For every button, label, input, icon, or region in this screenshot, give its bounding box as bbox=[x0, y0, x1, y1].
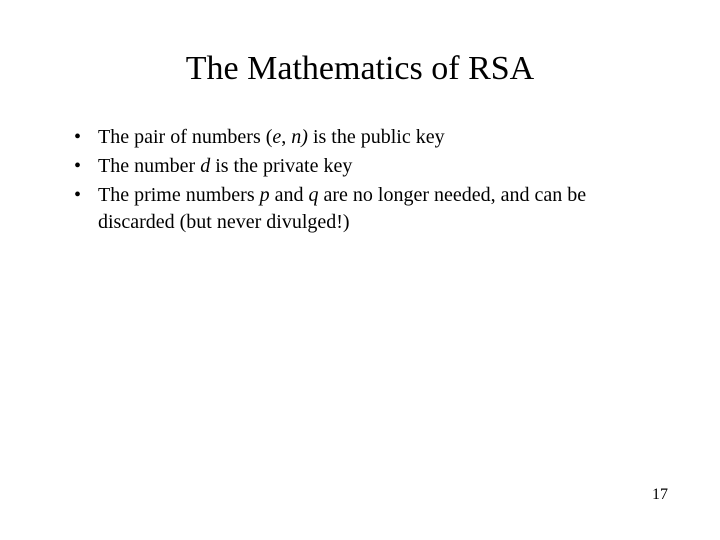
slide-title: The Mathematics of RSA bbox=[60, 50, 660, 88]
list-item: The prime numbers p and q are no longer … bbox=[74, 182, 660, 236]
variable-e: e bbox=[272, 126, 281, 148]
list-item: The number d is the private key bbox=[74, 153, 660, 180]
bullet-text: The pair of numbers ( bbox=[98, 126, 272, 148]
bullet-text: is the public key bbox=[308, 126, 445, 148]
bullet-text: The number bbox=[98, 155, 200, 177]
list-item: The pair of numbers (e, n) is the public… bbox=[74, 124, 660, 151]
variable-q: q bbox=[309, 184, 319, 206]
bullet-text: The prime numbers bbox=[98, 184, 260, 206]
variable-n: n) bbox=[291, 126, 308, 148]
bullet-list: The pair of numbers (e, n) is the public… bbox=[60, 124, 660, 236]
variable-p: p bbox=[260, 184, 270, 206]
page-number: 17 bbox=[652, 486, 668, 504]
bullet-text: and bbox=[270, 184, 309, 206]
bullet-text: , bbox=[281, 126, 291, 148]
variable-d: d bbox=[200, 155, 210, 177]
bullet-text: is the private key bbox=[210, 155, 352, 177]
